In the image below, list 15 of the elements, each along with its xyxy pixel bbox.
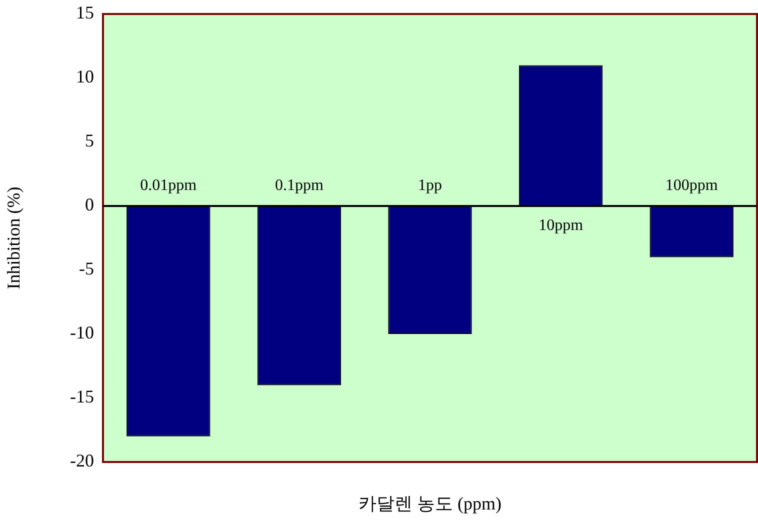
x-tick-label: 10ppm xyxy=(538,217,584,234)
y-tick-label: -5 xyxy=(79,258,94,279)
y-tick-label: 0 xyxy=(85,194,94,215)
y-tick-label: 15 xyxy=(76,2,94,23)
y-tick-label: -20 xyxy=(70,450,94,471)
x-tick-label: 1pp xyxy=(418,177,442,194)
y-tick-label: 5 xyxy=(85,130,94,151)
y-tick-label: -10 xyxy=(70,322,94,343)
y-tick-label: 10 xyxy=(76,66,94,87)
x-axis-title: 카달렌 농도 (ppm) xyxy=(358,494,502,514)
y-tick-label: -15 xyxy=(70,386,94,407)
x-tick-label: 100ppm xyxy=(665,177,718,194)
y-axis-title: Inhibition (%) xyxy=(4,186,24,290)
x-tick-label: 0.01ppm xyxy=(140,177,198,194)
x-tick-label: 0.1ppm xyxy=(274,177,324,194)
